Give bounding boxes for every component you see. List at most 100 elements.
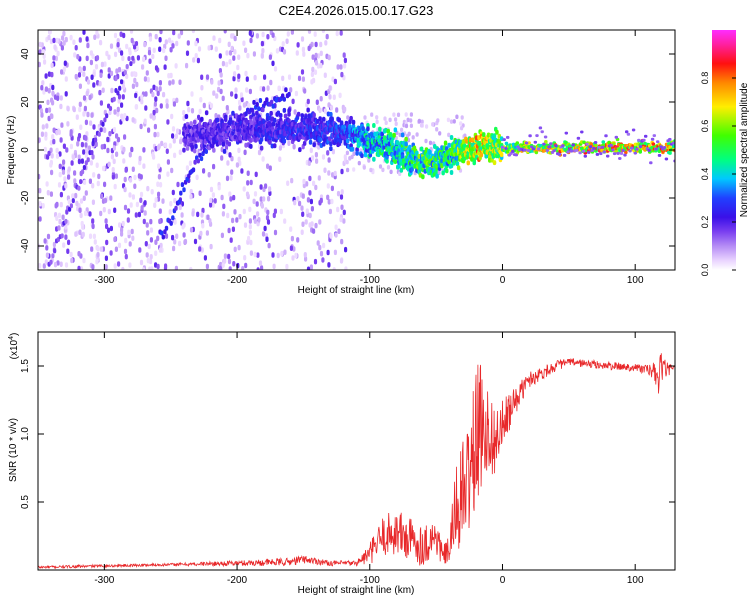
heatmap-cell [47, 71, 51, 77]
heatmap-cell [319, 197, 323, 204]
heatmap-cell [116, 42, 120, 48]
heatmap-cell [81, 231, 85, 238]
heatmap-cell [233, 49, 237, 55]
heatmap-cell [327, 199, 331, 205]
heatmap-cell [121, 266, 125, 270]
heatmap-cell [175, 233, 179, 239]
heatmap-cell [537, 147, 541, 151]
heatmap-cell [260, 203, 264, 209]
heatmap-cell [70, 160, 74, 166]
heatmap-cell [166, 171, 170, 177]
heatmap-cell [85, 55, 89, 62]
heatmap-cell [179, 190, 183, 196]
heatmap-cell [149, 218, 153, 225]
heatmap-cell [243, 255, 247, 261]
heatmap-cell [258, 98, 263, 103]
heatmap-cell [322, 116, 326, 122]
heatmap-cell [564, 131, 568, 135]
heatmap-cell [91, 264, 95, 270]
heatmap-cell [107, 227, 111, 233]
heatmap-cell [149, 254, 153, 260]
heatmap-cell [647, 148, 651, 152]
heatmap-cell [566, 150, 570, 154]
heatmap-cell [319, 96, 323, 102]
heatmap-cell [633, 151, 637, 155]
heatmap-cell [225, 175, 230, 182]
heatmap-cell [231, 226, 235, 232]
heatmap-cell [351, 119, 356, 125]
heatmap-cell [307, 160, 311, 166]
heatmap-cell [57, 212, 62, 219]
heatmap-cell [535, 134, 539, 138]
heatmap-cell [372, 123, 376, 128]
heatmap-cell [229, 237, 233, 243]
heatmap-cell [323, 167, 327, 173]
heatmap-cell [202, 102, 206, 109]
heatmap-cell [198, 246, 202, 252]
heatmap-cell [540, 130, 544, 134]
heatmap-cell [272, 212, 276, 219]
heatmap-cell [127, 56, 131, 62]
heatmap-cell [321, 257, 325, 263]
heatmap-cell [303, 252, 307, 258]
heatmap-cell [631, 128, 636, 132]
heatmap-cell [339, 258, 344, 264]
heatmap-cell [238, 213, 242, 220]
heatmap-cell [188, 160, 192, 166]
heatmap-cell [424, 138, 428, 144]
heatmap-cell [583, 154, 587, 158]
heatmap-cell [446, 117, 450, 123]
heatmap-cell [36, 296, 39, 301]
heatmap-cell [265, 215, 270, 221]
heatmap-cell [644, 134, 648, 138]
heatmap-cell [431, 122, 435, 127]
heatmap-cell [194, 143, 198, 149]
heatmap-cell [194, 53, 198, 59]
heatmap-cell [254, 171, 258, 178]
heatmap-cell [122, 32, 126, 39]
heatmap-cell [606, 154, 610, 158]
heatmap-cell [308, 222, 312, 228]
heatmap-cell [131, 117, 135, 123]
heatmap-cell [408, 144, 412, 150]
heatmap-cell [246, 170, 250, 176]
heatmap-cell [428, 149, 432, 155]
heatmap-cell [360, 153, 364, 159]
colorbar-tick-label: 0.8 [700, 72, 710, 85]
heatmap-cell [145, 252, 149, 258]
heatmap-cell [64, 36, 68, 43]
heatmap-cell [139, 123, 143, 130]
heatmap-cell [466, 160, 470, 166]
heatmap-cell [255, 33, 259, 39]
heatmap-cell [44, 86, 48, 92]
heatmap-cell [52, 127, 56, 133]
heatmap-cell [260, 53, 264, 59]
heatmap-cell [542, 148, 547, 153]
heatmap-cell [421, 174, 425, 180]
heatmap-cell [117, 94, 122, 100]
heatmap-cell [79, 124, 83, 130]
heatmap-cell [287, 91, 291, 97]
heatmap-cell [49, 38, 53, 45]
heatmap-cell [38, 201, 42, 207]
heatmap-cell [227, 227, 231, 234]
heatmap-cell [64, 183, 68, 189]
heatmap-cell [59, 103, 63, 110]
heatmap-cell [346, 167, 350, 173]
heatmap-cell [185, 62, 189, 69]
heatmap-cell [113, 109, 117, 115]
heatmap-cell [557, 152, 562, 156]
heatmap-cell [85, 148, 89, 154]
heatmap-cell [156, 235, 160, 242]
heatmap-cell [151, 151, 155, 158]
heatmap-cell [135, 201, 139, 208]
heatmap-cell [139, 197, 143, 203]
heatmap-cell [104, 255, 108, 261]
heatmap-cell [668, 151, 672, 155]
heatmap-cell [447, 142, 451, 148]
heatmap-cell [44, 271, 47, 276]
heatmap-cell [181, 224, 185, 230]
heatmap-cell [340, 238, 344, 245]
heatmap-cell [293, 199, 297, 206]
heatmap-cell [316, 240, 320, 246]
